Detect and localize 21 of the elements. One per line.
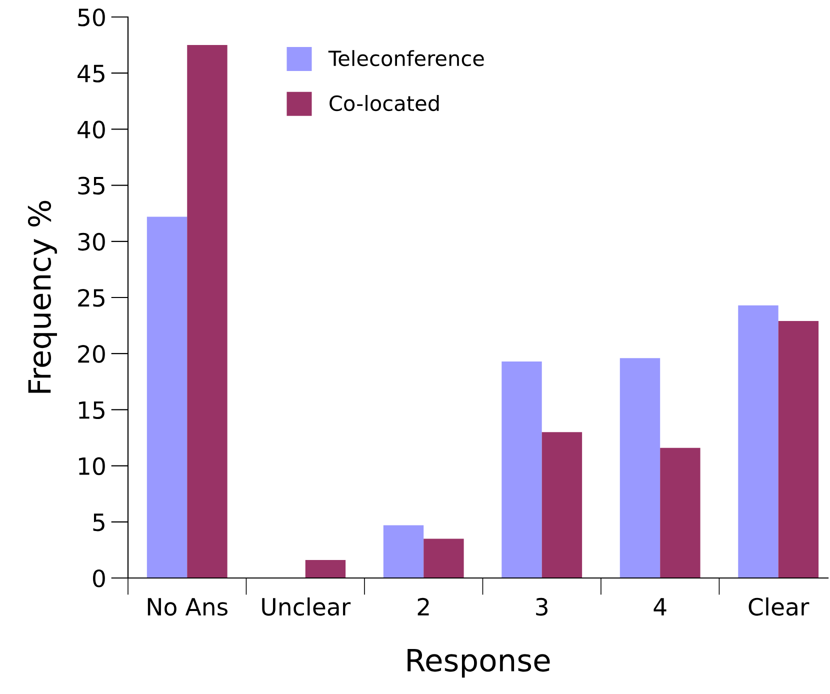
y-tick-label: 10	[79, 457, 105, 476]
x-tick-label: Clear	[748, 597, 810, 616]
y-tick-label: 25	[78, 288, 104, 307]
y-axis-title: Frequency %	[28, 200, 57, 393]
y-tick-label: 30	[78, 232, 105, 251]
legend-label: Teleconference	[328, 50, 484, 66]
y-tick-label: 15	[79, 401, 104, 420]
x-tick-label: 4	[654, 598, 666, 616]
x-axis-title: Response	[408, 649, 550, 678]
y-tick-label: 20	[78, 345, 105, 363]
y-tick-label: 40	[78, 120, 105, 139]
y-tick-label: 50	[78, 8, 105, 26]
y-tick-label: 45	[78, 64, 104, 82]
y-tick-label: 5	[93, 514, 104, 532]
x-tick-label: 2	[418, 598, 429, 616]
x-tick-label: Unclear	[262, 597, 351, 616]
y-tick-label: 35	[78, 176, 104, 195]
y-tick-label: 0	[93, 569, 105, 588]
x-tick-label: 3	[536, 598, 548, 616]
x-tick-label: No Ans	[148, 598, 228, 616]
legend-label: Co-located	[330, 94, 439, 112]
